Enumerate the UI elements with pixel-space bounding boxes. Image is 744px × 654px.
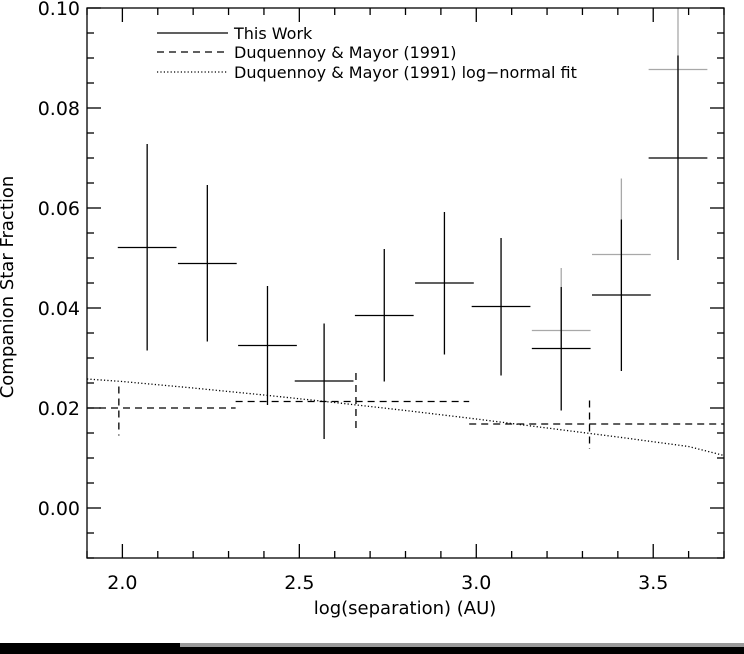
x-tick-label: 3.5 bbox=[638, 572, 668, 594]
gray-errorbar-layer bbox=[531, 8, 708, 349]
x-tick-label: 2.0 bbox=[107, 572, 137, 594]
y-tick-label: 0.04 bbox=[38, 298, 80, 320]
y-tick-label: 0.06 bbox=[38, 198, 80, 220]
legend-label-this-work: This Work bbox=[233, 24, 313, 43]
y-tick-label: 0.02 bbox=[38, 398, 80, 420]
x-tick-label: 2.5 bbox=[284, 572, 314, 594]
y-tick-label: 0.00 bbox=[38, 498, 80, 520]
axes: 2.0 2.5 3.0 3.5 0.00 0.02 0.04 0.06 0.08 0.10 bbox=[38, 0, 725, 594]
legend-label-dm91: Duquennoy & Mayor (1991) bbox=[234, 43, 457, 62]
this-work-layer bbox=[117, 55, 708, 439]
x-axis-title: log(separation) (AU) bbox=[314, 598, 497, 619]
plot-frame bbox=[86, 7, 725, 559]
x-tick-label: 3.0 bbox=[461, 572, 491, 594]
fit-curve-layer bbox=[86, 378, 725, 457]
dm91-layer bbox=[87, 373, 724, 449]
legend-label-lognormal-fit: Duquennoy & Mayor (1991) log−normal fit bbox=[234, 63, 577, 82]
y-axis-title: Companion Star Fraction bbox=[0, 176, 18, 399]
y-tick-label: 0.10 bbox=[38, 0, 80, 20]
legend: This Work Duquennoy & Mayor (1991) Duque… bbox=[157, 24, 577, 82]
fit-curve bbox=[86, 378, 725, 457]
y-tick-label: 0.08 bbox=[38, 98, 80, 120]
caption-strip bbox=[0, 643, 744, 654]
